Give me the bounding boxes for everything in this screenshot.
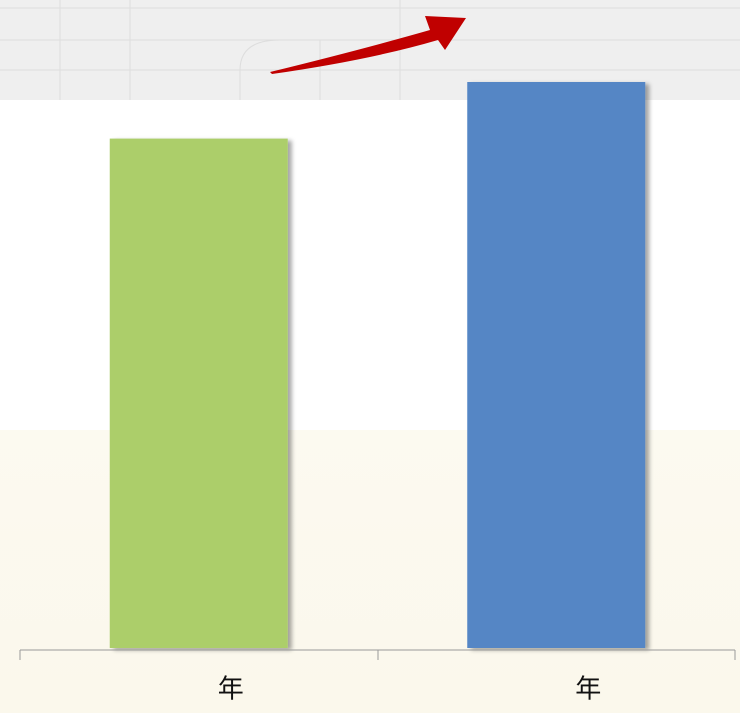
bar	[109, 138, 288, 648]
decor-lines	[0, 0, 740, 100]
x-tick-label: 年	[218, 675, 244, 705]
arrow	[270, 16, 466, 74]
bar	[467, 82, 646, 648]
x-tick-label: 年	[575, 675, 601, 705]
